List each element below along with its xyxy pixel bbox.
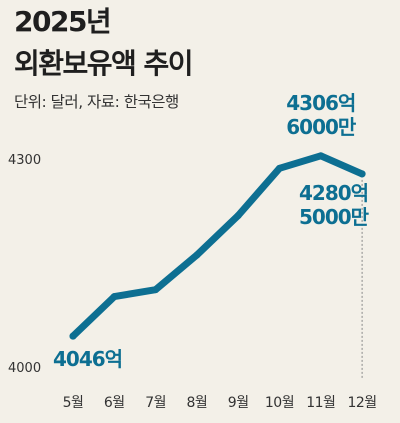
y-tick-label: 4000 bbox=[8, 361, 41, 376]
axis-layer: 4300 4000 5월 6월 7월 8월 9월 10월 11월 12월 bbox=[8, 153, 377, 411]
data-point bbox=[193, 251, 201, 259]
x-tick-label: 10월 bbox=[265, 395, 294, 411]
data-label: 4280억 5000만 bbox=[299, 181, 370, 229]
chart-title: 외환보유액 추이 bbox=[14, 47, 194, 80]
data-label-line: 4280억 bbox=[299, 181, 368, 205]
data-point bbox=[317, 152, 325, 160]
x-tick-label: 12월 bbox=[347, 395, 376, 411]
x-tick-label: 7월 bbox=[145, 395, 166, 411]
data-point bbox=[152, 286, 160, 294]
data-point bbox=[69, 332, 77, 340]
x-tick-label: 9월 bbox=[228, 395, 249, 411]
data-label-line: 4046억 bbox=[53, 347, 122, 371]
data-label-layer: 4046억 4306억 6000만 4280억 5000만 bbox=[53, 91, 371, 371]
chart-title-year: 2025년 bbox=[14, 5, 112, 38]
series-line bbox=[69, 152, 366, 340]
data-point bbox=[110, 293, 118, 301]
data-label-line: 4306억 bbox=[286, 91, 355, 115]
unit-source-note: 단위: 달러, 자료: 한국은행 bbox=[14, 93, 179, 111]
y-tick-label: 4300 bbox=[8, 153, 41, 168]
x-tick-label: 6월 bbox=[104, 395, 125, 411]
series-layer bbox=[69, 152, 366, 378]
x-tick-label: 11월 bbox=[306, 395, 335, 411]
data-label: 4306억 6000만 bbox=[286, 91, 357, 139]
data-label-line: 6000만 bbox=[286, 115, 357, 139]
data-point bbox=[358, 170, 366, 178]
data-point bbox=[234, 211, 242, 219]
x-tick-label: 8월 bbox=[187, 395, 208, 411]
data-point bbox=[276, 164, 283, 172]
data-label: 4046억 bbox=[53, 347, 122, 371]
data-label-line: 5000만 bbox=[299, 205, 370, 229]
x-tick-label: 5월 bbox=[63, 395, 84, 411]
